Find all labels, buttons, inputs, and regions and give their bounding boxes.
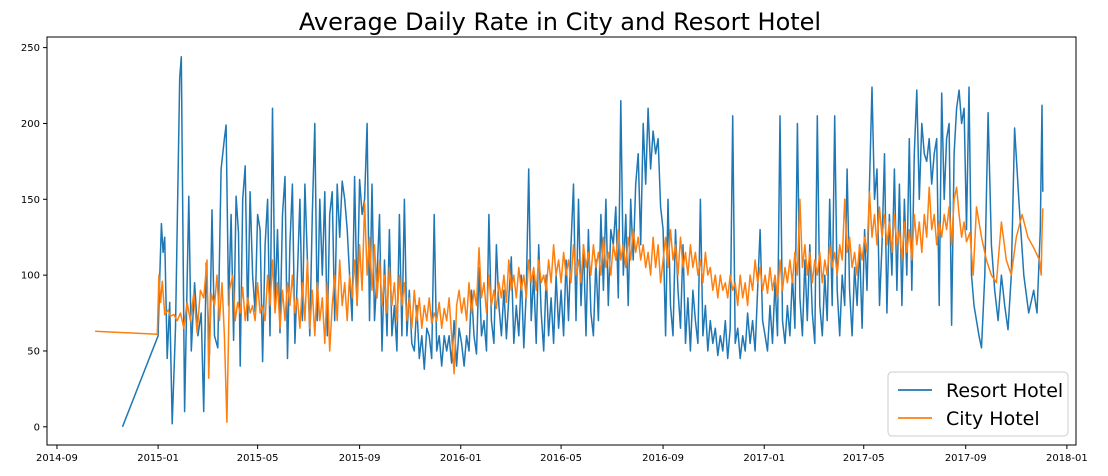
y-tick-label: 0 (34, 422, 40, 433)
x-tick-label: 2016-01 (440, 453, 482, 464)
x-tick-label: 2015-09 (339, 453, 381, 464)
x-axis: 2014-09 2015-01 2015-05 2015-09 2016-01 2016-… (36, 445, 1088, 464)
x-tick-label: 2016-09 (642, 453, 684, 464)
legend-box (887, 371, 1069, 437)
y-tick-label: 150 (21, 195, 40, 206)
x-tick-label: 2017-05 (843, 453, 885, 464)
y-tick-label: 250 (21, 43, 40, 54)
legend-label: Resort Hotel (946, 380, 1063, 402)
y-tick-label: 50 (27, 346, 40, 357)
x-tick-label: 2014-09 (36, 453, 78, 464)
y-axis: 0 50 100 150 200 250 (21, 43, 47, 433)
x-tick-label: 2017-01 (743, 453, 785, 464)
legend: Resort Hotel City Hotel (887, 371, 1069, 437)
y-tick-label: 200 (21, 119, 40, 130)
x-tick-label: 2017-09 (945, 453, 987, 464)
x-tick-label: 2016-05 (540, 453, 582, 464)
series-group (95, 55, 1044, 428)
y-tick-label: 100 (21, 271, 40, 282)
x-tick-label: 2015-01 (137, 453, 179, 464)
x-tick-label: 2018-01 (1046, 453, 1088, 464)
series-line-city-hotel (95, 186, 1044, 423)
legend-label: City Hotel (946, 408, 1040, 430)
x-tick-label: 2015-05 (237, 453, 279, 464)
series-line-resort-hotel (121, 55, 1044, 428)
chart-title: Average Daily Rate in City and Resort Ho… (299, 8, 821, 36)
